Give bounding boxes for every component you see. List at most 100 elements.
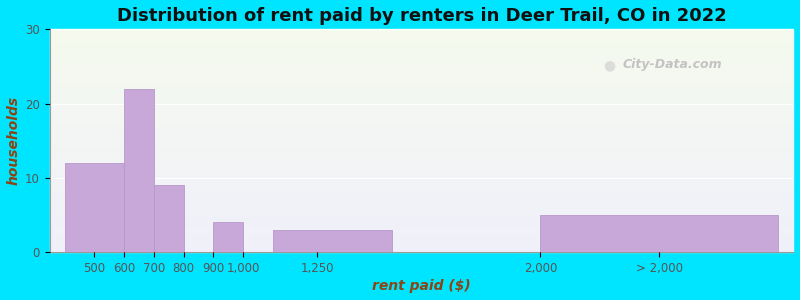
Bar — [50, 199, 793, 200]
Bar — [50, 231, 793, 232]
Bar — [50, 226, 793, 228]
Bar — [50, 165, 793, 166]
Bar — [50, 194, 793, 195]
Bar — [50, 104, 793, 105]
Bar — [50, 147, 793, 148]
Text: ●: ● — [603, 58, 616, 72]
Bar — [50, 128, 793, 130]
Bar — [154, 185, 183, 252]
Bar — [50, 217, 793, 218]
Bar — [50, 248, 793, 249]
Bar — [50, 100, 793, 101]
Bar — [50, 122, 793, 123]
Bar — [50, 189, 793, 190]
Bar — [50, 234, 793, 236]
Bar — [50, 127, 793, 128]
Bar — [50, 38, 793, 39]
Bar — [50, 98, 793, 100]
Text: City-Data.com: City-Data.com — [622, 58, 722, 71]
Bar — [50, 185, 793, 186]
Bar — [50, 221, 793, 222]
Bar — [50, 87, 793, 88]
Bar — [50, 236, 793, 237]
Bar — [50, 41, 793, 43]
Bar — [50, 222, 793, 223]
Bar — [50, 225, 793, 226]
Bar — [65, 163, 124, 252]
Bar — [50, 224, 793, 225]
Bar — [50, 211, 793, 212]
Bar — [50, 86, 793, 87]
Bar — [50, 244, 793, 245]
Bar — [50, 178, 793, 180]
Bar — [50, 184, 793, 185]
Bar — [50, 39, 793, 41]
Bar — [50, 167, 793, 169]
Bar — [50, 156, 793, 158]
Bar — [50, 212, 793, 213]
Bar — [50, 229, 793, 230]
Bar — [50, 153, 793, 154]
Bar — [50, 89, 793, 91]
Bar — [50, 140, 793, 141]
Bar — [50, 54, 793, 55]
Bar — [50, 174, 793, 175]
Bar — [50, 40, 793, 41]
Bar — [50, 243, 793, 244]
Bar — [50, 134, 793, 135]
Bar — [50, 158, 793, 159]
Bar — [50, 210, 793, 211]
Bar — [50, 105, 793, 106]
Bar — [50, 50, 793, 52]
Bar — [50, 49, 793, 50]
Bar — [50, 176, 793, 178]
Bar — [50, 114, 793, 115]
Bar — [50, 150, 793, 151]
Bar — [50, 228, 793, 229]
Bar — [50, 35, 793, 36]
Bar — [50, 59, 793, 61]
Bar — [50, 97, 793, 98]
Bar — [50, 112, 793, 113]
Bar — [50, 108, 793, 110]
Bar — [50, 76, 793, 77]
Bar — [50, 45, 793, 46]
Bar — [50, 124, 793, 125]
Bar — [50, 242, 793, 243]
Bar — [50, 142, 793, 143]
Bar — [50, 131, 793, 132]
Bar — [50, 57, 793, 58]
Bar — [50, 152, 793, 153]
Bar — [50, 116, 793, 117]
Bar — [50, 209, 793, 210]
Bar — [50, 136, 793, 137]
Bar — [50, 249, 793, 250]
Bar — [50, 103, 793, 104]
Bar — [50, 44, 793, 45]
Bar — [50, 164, 793, 165]
Bar — [50, 96, 793, 97]
Bar — [50, 251, 793, 252]
Bar — [50, 36, 793, 37]
Bar — [50, 230, 793, 231]
Bar — [50, 191, 793, 192]
Bar — [50, 84, 793, 85]
Bar — [273, 230, 392, 252]
Bar — [50, 182, 793, 183]
Bar — [50, 67, 793, 68]
Bar — [50, 200, 793, 201]
Bar — [50, 115, 793, 116]
Bar — [50, 29, 793, 30]
Bar — [50, 190, 793, 191]
Bar — [50, 183, 793, 184]
Bar — [50, 33, 793, 34]
Bar — [50, 145, 793, 146]
Bar — [50, 196, 793, 198]
Bar — [50, 232, 793, 233]
Bar — [50, 137, 793, 139]
Bar — [50, 74, 793, 75]
Bar — [50, 48, 793, 49]
Bar — [50, 148, 793, 150]
Bar — [50, 80, 793, 82]
Bar — [50, 161, 793, 162]
